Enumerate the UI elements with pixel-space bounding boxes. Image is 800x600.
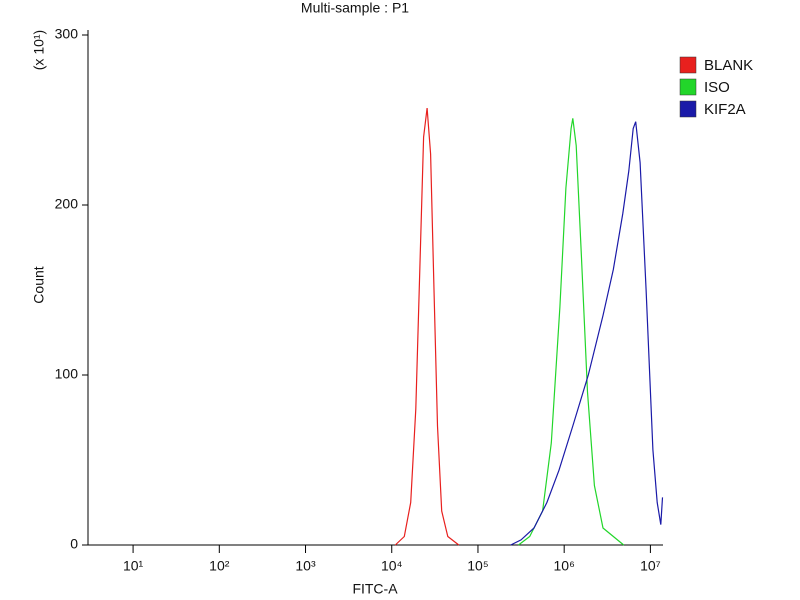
x-tick-label: 10³ <box>295 558 316 574</box>
x-tick-label: 10¹ <box>123 558 144 574</box>
y-multiplier: (x 10¹) <box>31 30 47 70</box>
x-axis-label: FITC-A <box>352 581 398 597</box>
x-tick-label: 10⁵ <box>467 558 488 574</box>
legend-swatch <box>679 78 697 96</box>
x-tick-label: 10⁴ <box>381 558 403 574</box>
series-line <box>394 108 460 546</box>
y-tick-label: 100 <box>55 366 79 382</box>
legend-swatch <box>679 56 697 74</box>
series-line <box>518 118 625 546</box>
legend-label: BLANK <box>704 57 753 74</box>
x-tick-label: 10² <box>209 558 230 574</box>
legend-swatch <box>679 100 697 118</box>
y-tick-label: 300 <box>55 26 79 42</box>
chart-title: Multi-sample : P1 <box>301 0 409 16</box>
x-tick-label: 10⁷ <box>640 558 661 574</box>
y-tick-label: 0 <box>70 536 78 552</box>
x-tick-label: 10⁶ <box>554 558 575 574</box>
y-axis-label: Count <box>31 266 47 303</box>
y-tick-label: 200 <box>55 196 79 212</box>
legend-label: ISO <box>704 79 730 96</box>
series-line <box>510 121 664 546</box>
legend-label: KIF2A <box>704 101 746 118</box>
